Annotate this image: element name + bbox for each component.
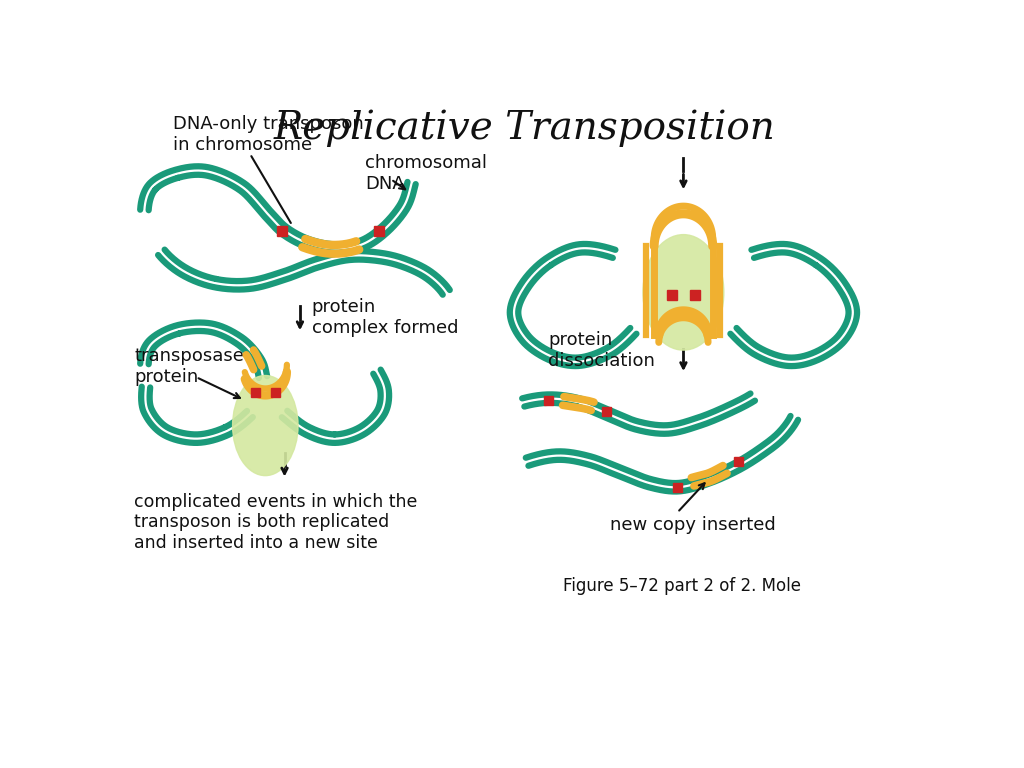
Text: Replicative Transposition: Replicative Transposition: [274, 110, 775, 147]
Text: chromosomal
DNA: chromosomal DNA: [366, 154, 487, 194]
Text: Figure 5–72 part 2 of 2. Mole: Figure 5–72 part 2 of 2. Mole: [563, 578, 802, 595]
FancyBboxPatch shape: [270, 388, 280, 397]
Text: DNA-only transposon
in chromosome: DNA-only transposon in chromosome: [173, 115, 364, 154]
Text: complicated events in which the
transposon is both replicated
and inserted into : complicated events in which the transpos…: [134, 492, 418, 552]
FancyBboxPatch shape: [278, 226, 288, 236]
FancyBboxPatch shape: [602, 407, 611, 416]
Text: protein
complex formed: protein complex formed: [311, 299, 458, 337]
Text: protein
dissociation: protein dissociation: [548, 332, 654, 370]
FancyBboxPatch shape: [251, 388, 260, 397]
Ellipse shape: [643, 234, 724, 350]
Text: transposase
protein: transposase protein: [134, 347, 245, 386]
FancyBboxPatch shape: [544, 396, 553, 405]
FancyBboxPatch shape: [667, 290, 677, 300]
FancyBboxPatch shape: [690, 290, 700, 300]
Text: new copy inserted: new copy inserted: [609, 515, 775, 534]
FancyBboxPatch shape: [374, 226, 384, 236]
FancyBboxPatch shape: [673, 482, 682, 492]
Ellipse shape: [232, 376, 298, 475]
FancyBboxPatch shape: [734, 457, 743, 466]
